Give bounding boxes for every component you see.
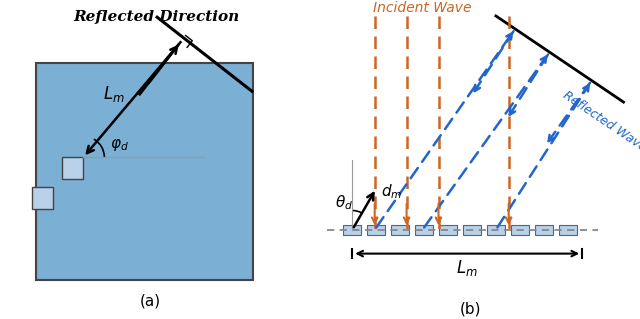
Text: $L_m$: $L_m$ [456,258,478,278]
Bar [439,225,457,235]
Text: (b): (b) [460,302,481,317]
Bar [511,225,529,235]
Text: $\boldsymbol{d_m}$: $\boldsymbol{d_m}$ [381,182,403,201]
Bar [36,63,253,280]
Text: $\boldsymbol{\varphi_d}$: $\boldsymbol{\varphi_d}$ [110,137,129,153]
Bar [487,225,505,235]
Text: (a): (a) [140,293,161,308]
Bar [61,157,83,179]
Text: $\boldsymbol{\theta_d}$: $\boldsymbol{\theta_d}$ [335,193,353,212]
Bar [535,225,553,235]
Bar [391,225,409,235]
Bar [344,225,362,235]
Bar [367,225,385,235]
Bar [559,225,577,235]
Text: Reflected Wave: Reflected Wave [560,88,640,154]
Text: Incident Wave: Incident Wave [373,1,472,15]
Text: Reflected Direction: Reflected Direction [74,10,239,24]
Text: $\boldsymbol{L_m}$: $\boldsymbol{L_m}$ [103,84,125,104]
Bar [463,225,481,235]
Bar [415,225,433,235]
Bar [31,188,53,209]
